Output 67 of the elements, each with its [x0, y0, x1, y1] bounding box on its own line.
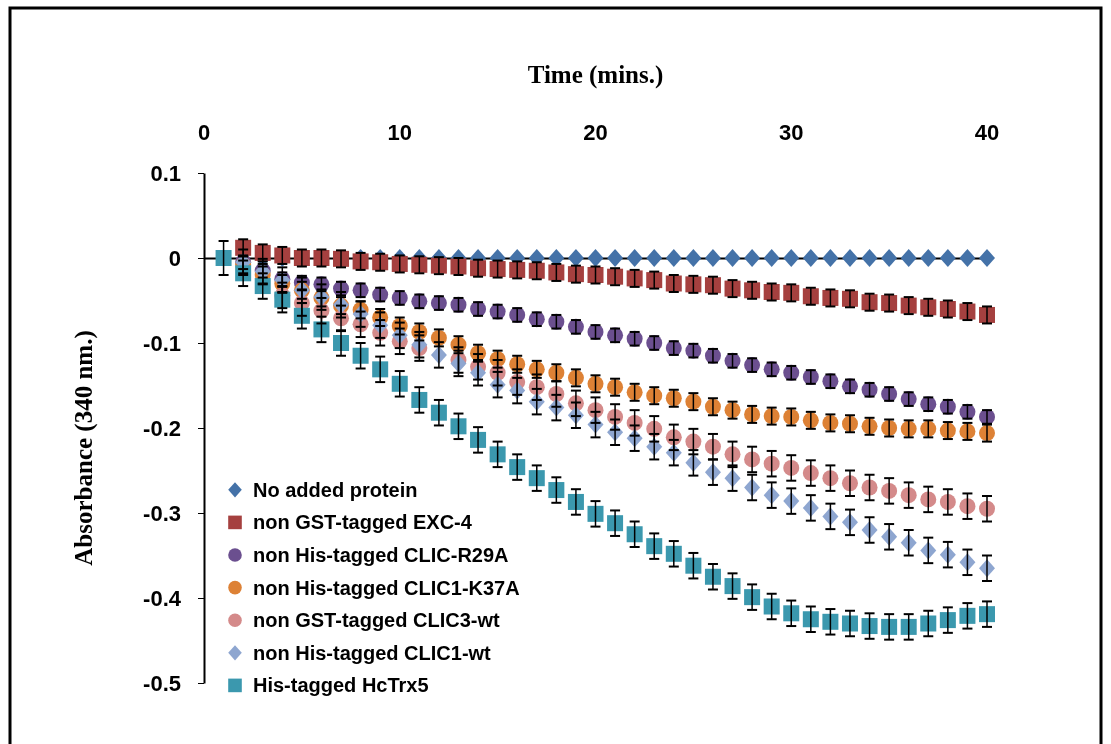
y-tick-label: -0.4: [143, 585, 182, 611]
point: [900, 249, 917, 267]
point: [861, 618, 878, 635]
point: [861, 479, 878, 496]
y-axis-title: Absorbance (340 nm.): [70, 330, 98, 566]
point: [979, 249, 995, 267]
point: [959, 607, 976, 624]
legend-label: non GST-tagged CLIC3-wt: [253, 609, 500, 632]
point: [920, 615, 937, 632]
point: [567, 249, 584, 267]
point: [685, 249, 702, 267]
y-tick-label: 0: [168, 245, 181, 271]
point: [646, 249, 663, 267]
legend-label: non His-tagged CLIC1-wt: [253, 641, 492, 664]
y-tick-label: 0.1: [150, 160, 181, 186]
point: [900, 618, 917, 635]
legend-label: non GST-tagged EXC-4: [253, 511, 473, 534]
point: [665, 249, 682, 267]
point: [489, 446, 506, 463]
point: [959, 249, 976, 267]
point: [881, 249, 898, 267]
x-tick-label: 20: [583, 120, 608, 145]
point: [783, 249, 800, 267]
point: [939, 249, 956, 267]
point: [744, 249, 761, 267]
point: [724, 249, 741, 267]
x-axis-title: Time (mins.): [527, 61, 664, 89]
point: [822, 613, 839, 630]
point: [920, 249, 937, 267]
point: [587, 505, 604, 522]
point: [548, 482, 565, 499]
point: [861, 249, 878, 267]
point: [783, 605, 800, 622]
point: [763, 249, 780, 267]
legend-label: non His-tagged CLIC-R29A: [253, 544, 509, 566]
point: [763, 598, 780, 615]
point: [920, 491, 937, 508]
y-tick-label: -0.3: [143, 500, 181, 526]
point: [959, 498, 976, 515]
point: [802, 249, 819, 267]
point: [626, 526, 643, 543]
point: [822, 249, 839, 267]
point: [783, 459, 800, 476]
x-tick-label: 0: [197, 120, 211, 145]
x-tick-label: 30: [779, 120, 804, 145]
point: [587, 249, 604, 267]
point: [822, 470, 839, 487]
y-tick-label: -0.1: [143, 330, 181, 356]
point: [450, 418, 467, 435]
point: [685, 557, 702, 574]
point: [352, 347, 369, 364]
point: [411, 391, 428, 408]
legend-label: No added protein: [253, 478, 418, 501]
point: [215, 250, 232, 266]
x-tick-label: 40: [974, 120, 1000, 145]
point: [841, 249, 858, 267]
y-tick-label: -0.5: [143, 670, 181, 696]
point: [607, 249, 624, 267]
x-tick-label: 10: [387, 120, 412, 145]
point: [724, 578, 741, 595]
legend-label: His-tagged HcTrx5: [253, 674, 429, 697]
point: [704, 249, 721, 267]
point: [900, 487, 917, 504]
y-tick-label: -0.2: [143, 415, 181, 441]
point: [626, 249, 643, 267]
point: [763, 455, 780, 472]
legend-label: non His-tagged CLIC1-K37A: [253, 576, 520, 599]
